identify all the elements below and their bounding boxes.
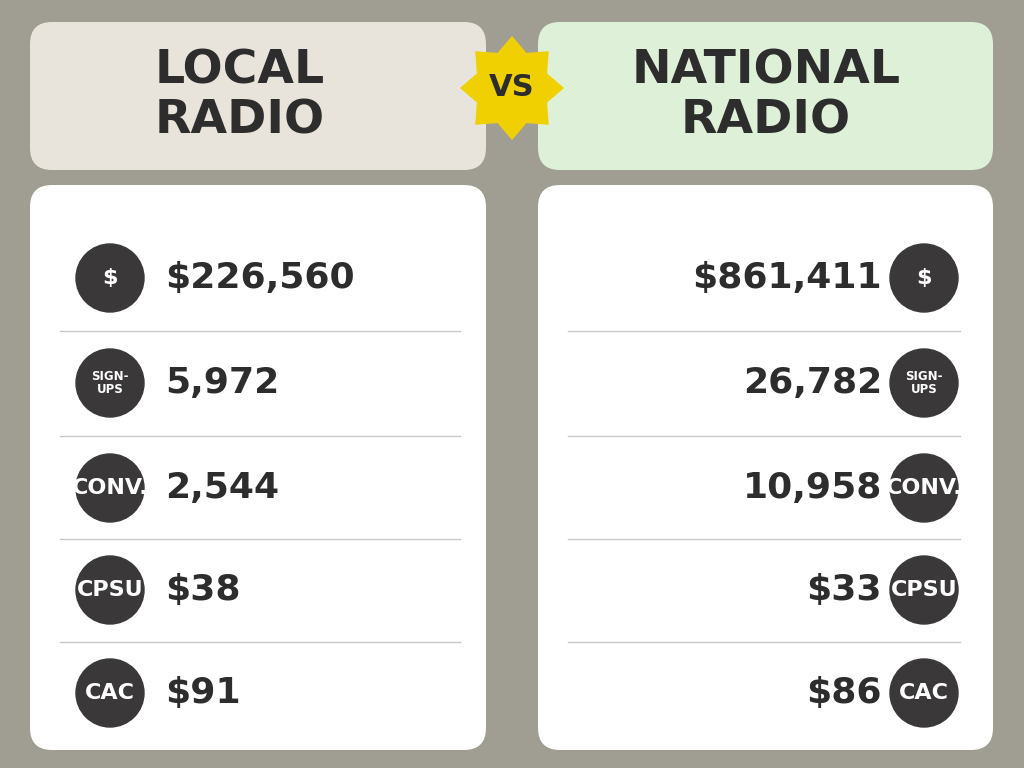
- Text: 5,972: 5,972: [165, 366, 280, 400]
- Text: CONV.: CONV.: [72, 478, 148, 498]
- Text: CONV.: CONV.: [886, 478, 963, 498]
- Text: CPSU: CPSU: [77, 580, 143, 600]
- Text: SIGN-
UPS: SIGN- UPS: [905, 370, 943, 396]
- Text: SIGN-
UPS: SIGN- UPS: [91, 370, 129, 396]
- Polygon shape: [460, 36, 564, 140]
- Circle shape: [76, 556, 144, 624]
- Text: $226,560: $226,560: [165, 261, 354, 295]
- Circle shape: [890, 349, 958, 417]
- FancyBboxPatch shape: [30, 22, 486, 170]
- Circle shape: [76, 659, 144, 727]
- Text: VS: VS: [489, 74, 535, 102]
- Text: 26,782: 26,782: [742, 366, 882, 400]
- FancyBboxPatch shape: [30, 185, 486, 750]
- Text: $86: $86: [807, 676, 882, 710]
- Text: CAC: CAC: [899, 683, 949, 703]
- Circle shape: [890, 454, 958, 522]
- Text: 10,958: 10,958: [742, 471, 882, 505]
- Text: CAC: CAC: [85, 683, 135, 703]
- Text: $861,411: $861,411: [692, 261, 882, 295]
- Circle shape: [890, 556, 958, 624]
- Text: CPSU: CPSU: [891, 580, 957, 600]
- FancyBboxPatch shape: [538, 185, 993, 750]
- Circle shape: [890, 244, 958, 312]
- Text: 2,544: 2,544: [165, 471, 280, 505]
- Text: $33: $33: [807, 573, 882, 607]
- Text: $: $: [102, 268, 118, 288]
- Circle shape: [76, 454, 144, 522]
- Circle shape: [76, 349, 144, 417]
- Circle shape: [76, 244, 144, 312]
- Text: $91: $91: [165, 676, 241, 710]
- Text: $38: $38: [165, 573, 241, 607]
- Circle shape: [890, 659, 958, 727]
- FancyBboxPatch shape: [538, 22, 993, 170]
- Text: $: $: [916, 268, 932, 288]
- Text: LOCAL
RADIO: LOCAL RADIO: [155, 48, 325, 144]
- Text: NATIONAL
RADIO: NATIONAL RADIO: [632, 48, 900, 144]
